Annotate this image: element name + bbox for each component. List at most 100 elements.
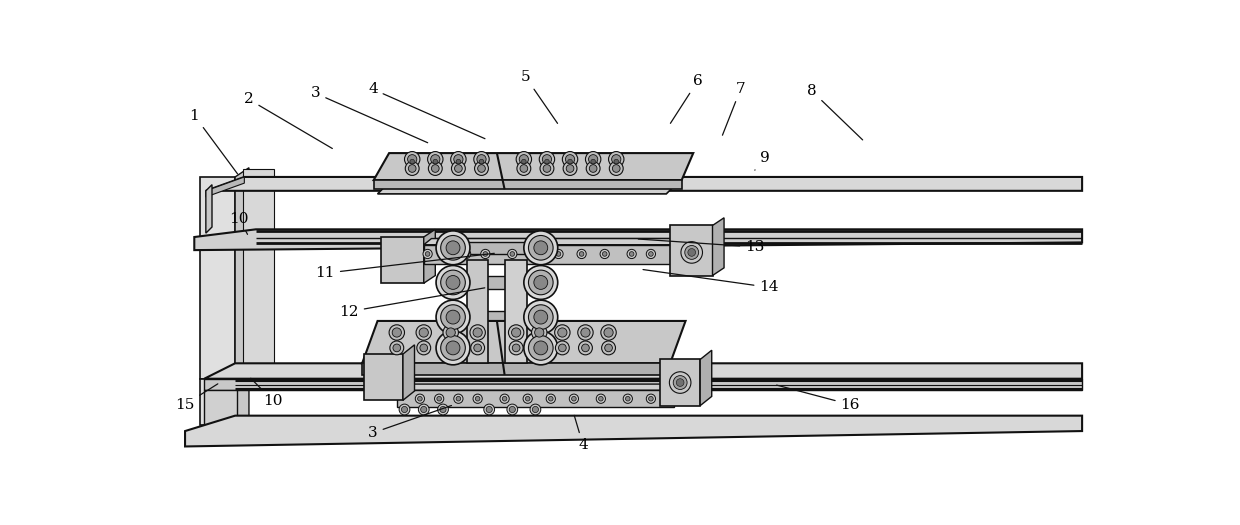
Circle shape	[531, 249, 541, 259]
Circle shape	[440, 335, 465, 360]
Circle shape	[600, 249, 609, 259]
Circle shape	[440, 236, 465, 260]
Circle shape	[536, 344, 543, 352]
Circle shape	[517, 162, 531, 175]
Circle shape	[392, 328, 402, 337]
Circle shape	[464, 251, 469, 256]
Circle shape	[670, 372, 691, 393]
Circle shape	[578, 325, 593, 340]
Circle shape	[472, 394, 482, 403]
Circle shape	[443, 325, 459, 340]
Circle shape	[577, 249, 587, 259]
Circle shape	[474, 152, 490, 167]
Circle shape	[428, 152, 443, 167]
Text: 2: 2	[244, 92, 332, 149]
Text: 13: 13	[639, 239, 765, 254]
Circle shape	[625, 396, 630, 401]
Circle shape	[454, 155, 463, 164]
Circle shape	[604, 328, 613, 337]
Circle shape	[646, 249, 656, 259]
Circle shape	[546, 394, 556, 403]
Circle shape	[446, 328, 455, 337]
Circle shape	[475, 396, 480, 401]
Circle shape	[601, 325, 616, 340]
Circle shape	[425, 251, 430, 256]
Circle shape	[471, 341, 485, 355]
Circle shape	[474, 344, 481, 352]
Text: 8: 8	[807, 85, 863, 140]
Circle shape	[589, 165, 596, 172]
Circle shape	[676, 379, 684, 386]
Circle shape	[649, 396, 653, 401]
Bar	[463, 276, 531, 289]
Circle shape	[567, 165, 574, 172]
Bar	[506, 260, 527, 363]
Circle shape	[436, 231, 470, 265]
Circle shape	[486, 406, 492, 413]
Polygon shape	[362, 363, 670, 375]
Circle shape	[423, 249, 433, 259]
Bar	[660, 360, 701, 406]
Polygon shape	[701, 350, 712, 406]
Circle shape	[507, 404, 517, 415]
Circle shape	[415, 394, 424, 403]
Circle shape	[526, 396, 529, 401]
Circle shape	[534, 241, 548, 255]
Circle shape	[440, 406, 446, 413]
Circle shape	[534, 341, 548, 355]
Circle shape	[580, 328, 590, 337]
Circle shape	[681, 242, 703, 263]
Polygon shape	[377, 180, 681, 194]
Circle shape	[544, 159, 549, 164]
Circle shape	[534, 328, 544, 337]
Circle shape	[605, 344, 613, 352]
Circle shape	[470, 325, 485, 340]
Bar	[243, 169, 274, 371]
Circle shape	[614, 159, 619, 164]
Circle shape	[565, 155, 574, 164]
Polygon shape	[236, 370, 249, 425]
Circle shape	[444, 341, 458, 355]
Circle shape	[673, 375, 687, 390]
Polygon shape	[373, 180, 682, 190]
Circle shape	[510, 406, 516, 413]
Text: 9: 9	[755, 151, 769, 170]
Circle shape	[472, 328, 482, 337]
Circle shape	[418, 396, 422, 401]
Circle shape	[554, 325, 570, 340]
Circle shape	[512, 328, 521, 337]
Circle shape	[440, 270, 465, 295]
Circle shape	[520, 165, 528, 172]
Circle shape	[446, 276, 460, 289]
Circle shape	[534, 310, 548, 324]
Circle shape	[520, 155, 528, 164]
Circle shape	[601, 341, 615, 355]
Text: 15: 15	[175, 384, 218, 412]
Circle shape	[419, 328, 428, 337]
Circle shape	[563, 162, 577, 175]
Circle shape	[563, 152, 578, 167]
Text: 1: 1	[190, 109, 238, 174]
Circle shape	[436, 300, 470, 334]
Circle shape	[418, 404, 429, 415]
Circle shape	[444, 251, 449, 256]
Bar	[205, 379, 1083, 390]
Circle shape	[523, 231, 558, 265]
Bar	[201, 177, 236, 379]
Circle shape	[557, 251, 560, 256]
Circle shape	[436, 266, 470, 299]
Circle shape	[684, 246, 698, 259]
Bar	[463, 342, 531, 354]
Circle shape	[404, 152, 420, 167]
Circle shape	[477, 165, 485, 172]
Circle shape	[528, 305, 553, 329]
Circle shape	[528, 335, 553, 360]
Circle shape	[417, 325, 432, 340]
Circle shape	[649, 251, 653, 256]
Circle shape	[440, 305, 465, 329]
Bar	[670, 225, 713, 276]
Circle shape	[532, 406, 538, 413]
Circle shape	[532, 325, 547, 340]
Circle shape	[548, 396, 553, 401]
Circle shape	[522, 159, 526, 164]
